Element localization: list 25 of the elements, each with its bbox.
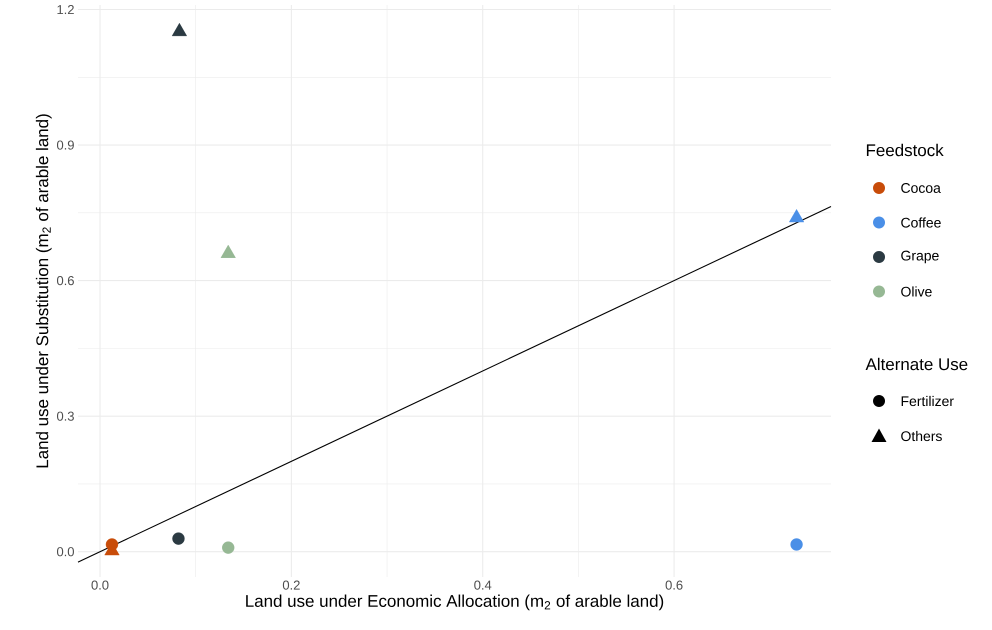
x-tick-label: 0.4 xyxy=(474,580,492,590)
point xyxy=(790,538,803,551)
y-axis-title: Land use under Substitution (m$_{2}$ of arable land) xyxy=(36,114,52,468)
x-tick-label: 0.6 xyxy=(666,580,683,590)
legend-label: Olive xyxy=(901,286,932,297)
x-tick-label: 0.0 xyxy=(92,580,109,590)
legend-title: Feedstock xyxy=(866,144,944,156)
point xyxy=(222,541,234,554)
legend-label: Cocoa xyxy=(901,183,941,193)
x-axis-title: Land use under Economic Allocation (m$_{2}$ of arable land) xyxy=(246,594,664,610)
text: Others xyxy=(901,430,942,442)
y-tick-label: 1.2 xyxy=(57,4,74,14)
y-tick-label: 0.0 xyxy=(56,547,74,556)
y-tick-label: 0.3 xyxy=(56,412,74,421)
point xyxy=(789,209,804,222)
y-tick-label: 0.6 xyxy=(56,276,74,286)
x-tick-label: 0.2 xyxy=(282,580,300,590)
y-tick-label: 0.9 xyxy=(56,140,74,150)
text: Alternate Use xyxy=(866,358,968,370)
legend-label: Grape xyxy=(901,250,939,264)
point xyxy=(172,22,187,36)
legend-label: Coffee xyxy=(901,217,941,228)
point xyxy=(172,532,185,545)
point xyxy=(220,244,236,258)
text: Fertilizer xyxy=(902,396,954,406)
